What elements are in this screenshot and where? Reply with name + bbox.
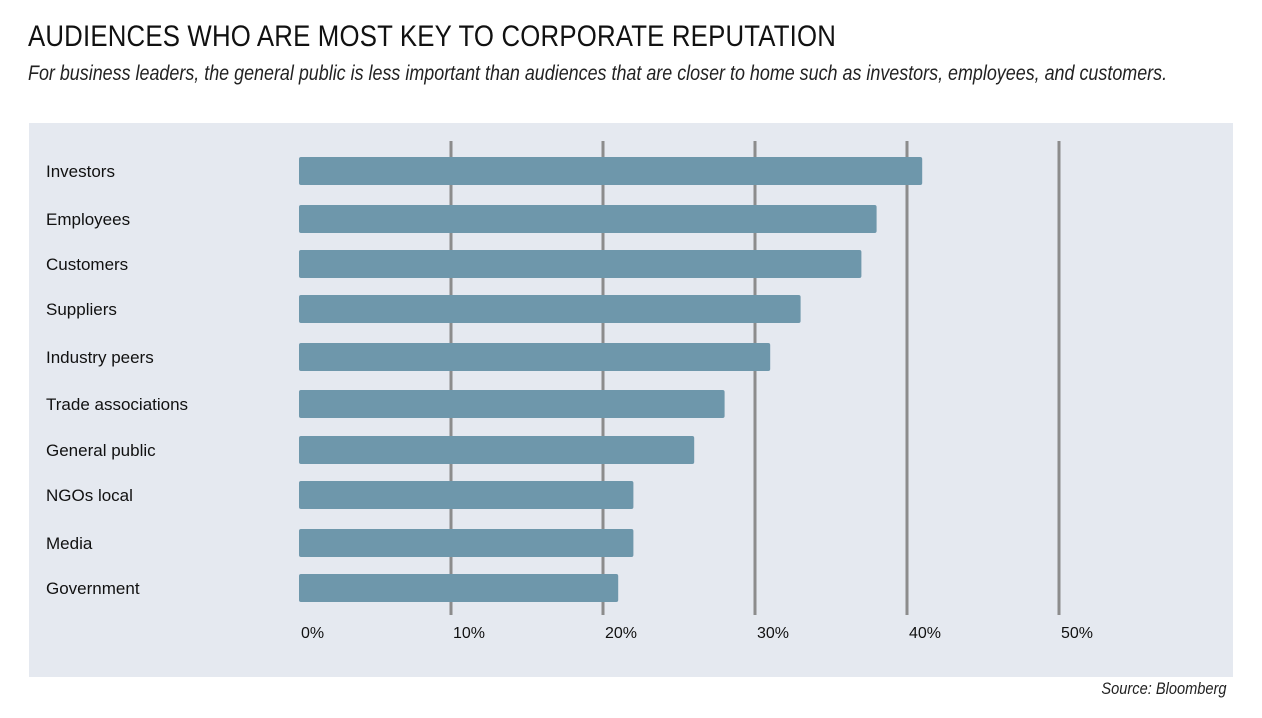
category-label-customers: Customers [46,255,128,274]
bar-chart: Investors Employees Customers Suppliers Indu… [46,141,1093,642]
bar-trade-associations [299,390,725,418]
tick-label-20: 20% [605,625,637,642]
bar-ngos-local [299,481,634,509]
category-label-industry-peers: Industry peers [46,348,154,367]
bar-investors [299,157,923,185]
tick-label-50: 50% [1061,625,1093,642]
bar-employees [299,205,877,233]
bar-suppliers [299,295,801,323]
category-label-suppliers: Suppliers [46,300,117,319]
bar-government [299,574,619,602]
category-label-government: Government [46,579,140,598]
bar-media [299,529,634,557]
tick-label-0: 0% [301,625,324,642]
bars [299,157,923,602]
chart-title: AUDIENCES WHO ARE MOST KEY TO CORPORATE … [28,20,837,53]
category-label-general-public: General public [46,441,156,460]
bar-customers [299,250,862,278]
bar-general-public [299,436,695,464]
source-note: Source: Bloomberg [1101,679,1227,698]
tick-label-40: 40% [909,625,941,642]
chart-subtitle: For business leaders, the general public… [28,62,1168,85]
category-label-trade-associations: Trade associations [46,395,188,414]
tick-label-30: 30% [757,625,789,642]
chart-panel: Investors Employees Customers Suppliers Indu… [29,123,1233,677]
tick-label-10: 10% [453,625,485,642]
category-label-media: Media [46,534,93,553]
category-label-investors: Investors [46,162,115,181]
bar-industry-peers [299,343,771,371]
category-label-employees: Employees [46,210,130,229]
category-labels: Investors Employees Customers Suppliers Indu… [46,162,188,598]
x-axis-tick-labels: 0% 10% 20% 30% 40% 50% [301,625,1093,642]
category-label-ngos-local: NGOs local [46,486,133,505]
